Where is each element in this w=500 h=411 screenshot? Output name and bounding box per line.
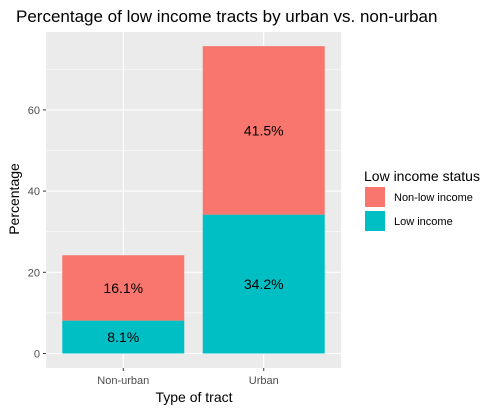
legend-swatch: [365, 187, 385, 207]
bar-segment: [62, 255, 185, 321]
bars: [62, 46, 325, 354]
chart-title: Percentage of low income tracts by urban…: [16, 7, 437, 26]
legend-label: Non-low income: [394, 192, 473, 204]
x-axis-ticks: Non-urban Urban: [97, 368, 279, 387]
x-tick-label: Non-urban: [97, 375, 149, 387]
y-axis-label: Percentage: [6, 163, 22, 235]
bar-data-label: 8.1%: [107, 329, 139, 345]
legend-swatch: [365, 211, 385, 231]
y-axis-ticks: 0 20 40 60: [28, 105, 46, 361]
x-tick-label: Urban: [249, 375, 279, 387]
bar-labels: 8.1% 16.1% 34.2% 41.5%: [103, 122, 283, 345]
x-axis-label: Type of tract: [155, 389, 232, 405]
bar-segment: [62, 320, 185, 354]
y-tick-label: 20: [28, 267, 40, 279]
legend: Low income status Non-low income Low inco…: [364, 168, 480, 231]
legend-label: Low income: [394, 216, 453, 228]
bar-segment: [202, 214, 325, 354]
bar-data-label: 41.5%: [244, 122, 284, 138]
y-tick-label: 0: [34, 349, 40, 361]
bar-data-label: 34.2%: [244, 276, 284, 292]
bar-segment: [202, 46, 325, 215]
bar-data-label: 16.1%: [103, 280, 143, 296]
y-tick-label: 40: [28, 186, 40, 198]
y-tick-label: 60: [28, 105, 40, 117]
legend-title: Low income status: [364, 168, 480, 184]
